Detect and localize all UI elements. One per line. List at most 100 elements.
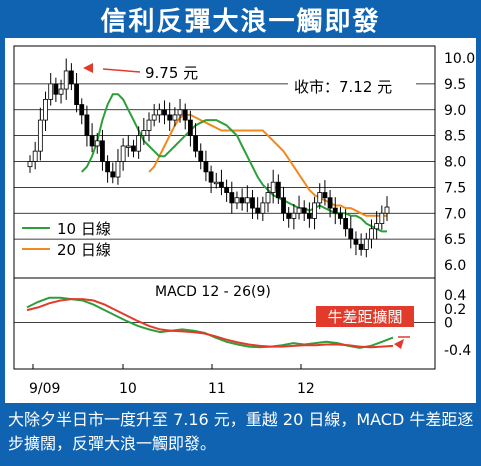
x-tick-label: 10	[119, 381, 137, 397]
candle-body	[317, 192, 323, 204]
candle-body	[131, 145, 136, 152]
candle-body	[358, 243, 364, 250]
candle-body	[353, 238, 359, 245]
candle-body	[291, 212, 297, 219]
macd-y-tick-label: 0	[444, 316, 453, 332]
price-y-tick-label: 8.0	[444, 155, 466, 171]
candle-body	[100, 140, 105, 162]
price-y-tick-label: 7.0	[444, 206, 466, 222]
candle-body	[63, 70, 69, 90]
peak-arrow-head	[83, 63, 93, 73]
figure-title: 信利反彈大浪一觸即發	[100, 6, 381, 37]
plot-border	[13, 45, 436, 370]
macd-annotation-label: 牛差距擴闊	[327, 308, 402, 326]
price-y-tick-label: 9.5	[444, 77, 466, 93]
peak-label: 9.75 元	[145, 64, 198, 82]
candle-body	[187, 119, 193, 137]
close-label: 收市：7.12 元	[294, 78, 392, 96]
candle-body	[32, 150, 38, 162]
close-box	[288, 75, 416, 98]
candle-body	[74, 83, 79, 105]
macd-y-tick-label: -0.4	[444, 343, 471, 359]
title-bar: 信利反彈大浪一觸即發	[0, 0, 481, 38]
candle-body	[384, 206, 390, 214]
x-tick-label: 11	[208, 381, 226, 397]
candle-body	[338, 212, 343, 219]
candle-body	[198, 150, 204, 162]
candle-body	[275, 181, 281, 199]
candle-body	[136, 135, 142, 152]
candle-body	[239, 197, 245, 204]
candle-body	[213, 181, 219, 185]
candle-body	[141, 130, 147, 137]
candle-body	[296, 207, 302, 214]
candle-body	[301, 207, 307, 214]
candle-body	[322, 192, 328, 199]
candle-body	[270, 181, 276, 193]
macd-arrow-head	[394, 339, 404, 349]
candle-body	[229, 192, 235, 204]
macd-y-tick-label: 0.4	[444, 288, 466, 304]
candle-body	[79, 104, 85, 116]
tick-layer: 10.0 9.5 9.0 8.5 8.0 7.5 7.0 6.5 6.0 0.40.20 -0.4 9…	[29, 51, 475, 397]
candle-body	[110, 171, 116, 178]
candle-body	[53, 83, 59, 95]
peak-arrow-line	[102, 68, 141, 73]
caption: 大除夕半日市一度升至 7.16 元，重越 20 日線，MACD 牛差距逐步擴闊，…	[8, 410, 474, 453]
candle-body	[260, 202, 266, 214]
candle-body	[379, 212, 385, 225]
candle-body	[182, 109, 188, 121]
candle-body	[374, 223, 380, 230]
candle-body	[219, 181, 224, 188]
candle-body	[37, 119, 43, 152]
candle-body	[343, 218, 349, 230]
legend-label-ma10: 10 日線	[57, 220, 111, 238]
candle-body	[125, 145, 131, 148]
candle-body	[84, 114, 90, 137]
macd-annotation-box	[316, 306, 414, 327]
ma20-line	[148, 113, 387, 217]
candle-body	[224, 186, 230, 193]
candle-body	[151, 114, 157, 121]
candle-body	[348, 228, 354, 240]
candle-body	[115, 161, 121, 178]
price-y-tick-label: 7.5	[444, 180, 466, 196]
candle-body	[332, 207, 338, 214]
candle-body	[327, 197, 333, 209]
candle-body	[234, 197, 240, 204]
candle-body	[203, 161, 209, 173]
price-y-tick-label: 6.5	[444, 232, 466, 248]
candle-body	[167, 114, 173, 121]
candle-body	[27, 161, 33, 168]
candle-body	[146, 119, 152, 131]
candle-body	[281, 197, 286, 214]
candle-body	[193, 135, 198, 152]
x-tick-label: 9/09	[29, 381, 60, 397]
candle-body	[312, 202, 317, 219]
macd-title: MACD 12 - 26(9)	[155, 284, 271, 300]
candle-body	[172, 114, 178, 121]
ma10-layer	[80, 93, 387, 233]
chart-svg: 10.0 9.5 9.0 8.5 8.0 7.5 7.0 6.5 6.0 0.40.20 -0.4 9…	[13, 45, 475, 397]
candle-body	[58, 88, 64, 95]
candle-body	[255, 207, 261, 214]
candle-body	[286, 212, 292, 219]
legend: 10 日線 20 日線	[22, 220, 111, 259]
signal-line	[26, 298, 394, 349]
macd-y-tick-label: 0.2	[444, 302, 466, 318]
candle-body	[68, 70, 74, 85]
price-y-tick-label: 10.0	[444, 51, 475, 67]
candle-body	[177, 109, 183, 116]
candle-body	[89, 135, 95, 147]
candle-body	[363, 238, 369, 250]
candle-body	[120, 145, 126, 162]
candle-body	[48, 83, 54, 100]
candle-body	[244, 197, 250, 204]
legend-label-ma20: 20 日線	[57, 241, 111, 259]
ma10-line	[80, 93, 387, 233]
candle-body	[250, 197, 255, 209]
x-tick-label: 12	[297, 381, 315, 397]
candle-body	[306, 212, 312, 219]
candle-body	[265, 192, 271, 204]
